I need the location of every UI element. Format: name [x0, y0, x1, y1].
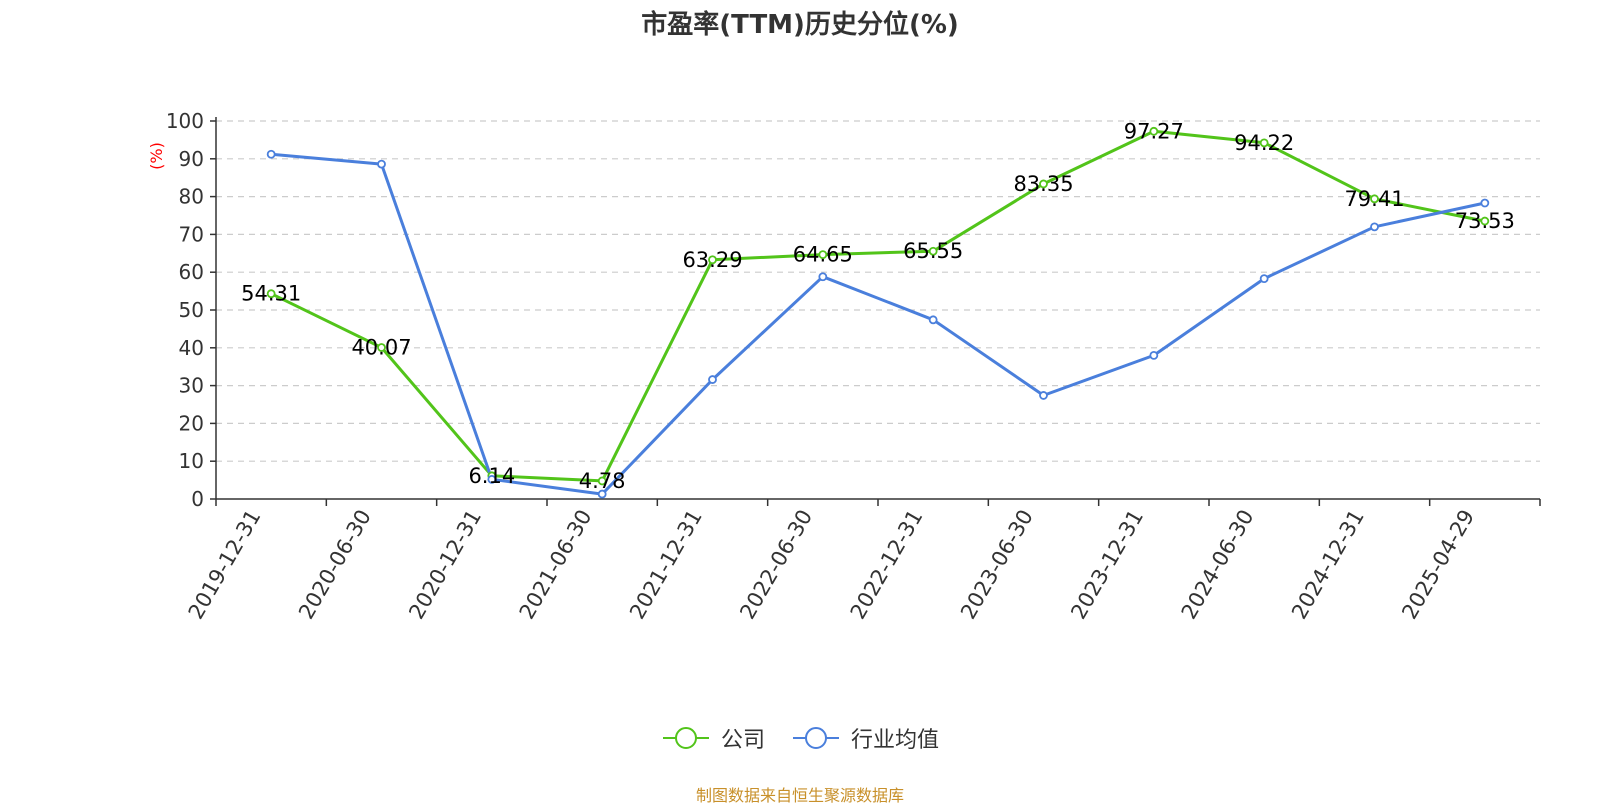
series-points — [266, 126, 1490, 499]
data-point — [266, 289, 276, 299]
data-point — [818, 272, 828, 282]
y-axis-unit-label: (%) — [147, 142, 166, 170]
x-tick-label: 2022-06-30 — [735, 506, 817, 624]
legend-item-industry-average[interactable]: 行业均值 — [791, 722, 939, 754]
data-label: 64.65 — [793, 243, 853, 267]
data-point — [266, 149, 276, 159]
y-tick-label: 50 — [179, 298, 204, 322]
data-point — [1259, 138, 1269, 148]
data-label: 63.29 — [682, 248, 742, 272]
legend-label-industry-average: 行业均值 — [851, 728, 940, 753]
grid-lines — [216, 120, 1540, 462]
data-point — [377, 343, 386, 352]
data-label: 83.35 — [1013, 172, 1073, 196]
data-label: 4.78 — [579, 469, 626, 493]
legend: 公司 行业均值 — [0, 722, 1600, 754]
data-point — [708, 255, 717, 265]
data-point — [597, 489, 607, 499]
y-tick-label: 70 — [179, 222, 204, 246]
series-lines — [270, 129, 1486, 496]
y-tick-label: 60 — [179, 260, 204, 284]
data-point — [1039, 179, 1048, 189]
x-tick-label: 2021-12-31 — [625, 506, 707, 624]
x-tick-label: 2020-06-30 — [294, 506, 376, 624]
data-source-note: 制图数据来自恒生聚源数据库 — [695, 786, 904, 805]
legend-label-company: 公司 — [720, 728, 765, 753]
y-tick-label: 30 — [179, 374, 204, 398]
x-tick-label: 2023-12-31 — [1066, 506, 1148, 624]
y-tick-label: 0 — [191, 487, 204, 511]
data-point — [1039, 391, 1048, 400]
series-line-0 — [270, 129, 1486, 483]
x-tick-label: 2019-12-31 — [184, 506, 266, 624]
data-point — [818, 250, 828, 260]
x-tick-label: 2020-12-31 — [404, 506, 486, 624]
x-tick-label: 2024-06-30 — [1177, 506, 1259, 624]
x-tick-label: 2022-12-31 — [846, 506, 928, 624]
data-label: 97.27 — [1124, 119, 1184, 143]
y-tick-label: 20 — [179, 411, 204, 435]
y-tick-label: 80 — [179, 185, 204, 209]
data-label: 6.14 — [468, 464, 515, 488]
data-point — [377, 159, 386, 169]
axes: 0 10 20 30 40 50 60 70 80 90 100(%) 2019-12-31 2020-… — [147, 109, 1541, 624]
data-point — [1480, 198, 1490, 208]
data-point — [1149, 350, 1159, 360]
data-point — [1370, 194, 1379, 204]
y-tick-label: 10 — [179, 449, 204, 473]
series-line-1 — [271, 152, 1486, 496]
x-tick-label: 2023-06-30 — [956, 506, 1038, 624]
data-point — [597, 476, 607, 486]
data-label: 40.07 — [351, 336, 411, 360]
legend-item-company[interactable]: 公司 — [661, 722, 765, 754]
y-tick-label: 90 — [179, 147, 204, 171]
y-tick-label: 40 — [179, 336, 204, 360]
data-label: 79.41 — [1344, 187, 1404, 211]
data-point — [1149, 126, 1159, 136]
x-tick-label: 2024-12-31 — [1287, 506, 1369, 624]
data-point — [1259, 274, 1269, 284]
data-point — [487, 474, 497, 484]
data-point — [928, 315, 938, 325]
legend-marker-industry-average — [793, 727, 839, 749]
x-tick-label: 2025-04-29 — [1397, 506, 1479, 624]
legend-marker-company — [662, 727, 709, 749]
data-label: 54.31 — [241, 282, 301, 306]
x-tick-label: 2021-06-30 — [515, 506, 597, 624]
data-label: 65.55 — [903, 239, 963, 263]
chart-title: 市盈率(TTM)历史分位(%) — [641, 10, 959, 40]
data-point — [708, 375, 717, 384]
y-tick-label: 100 — [166, 109, 204, 133]
data-point — [928, 246, 938, 256]
data-point — [1370, 222, 1379, 232]
data-label: 94.22 — [1234, 131, 1294, 155]
data-point — [1480, 216, 1490, 226]
data-label: 73.53 — [1455, 209, 1515, 233]
data-labels: 54.31 40.07 6.14 4.78 63.29 64.65 65.55 83.35 97… — [241, 119, 1515, 493]
